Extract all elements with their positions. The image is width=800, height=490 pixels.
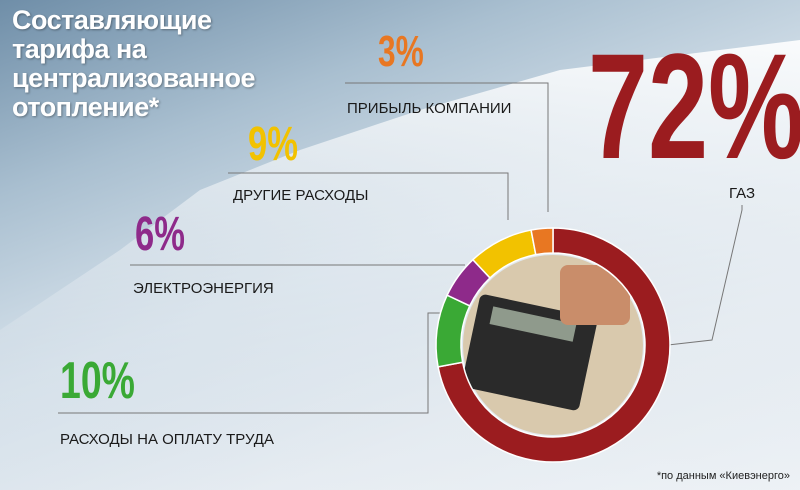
value-label: 3% xyxy=(378,27,424,76)
category-label: РАСХОДЫ НА ОПЛАТУ ТРУДА xyxy=(60,431,274,448)
photo xyxy=(462,255,643,435)
category-label: ГАЗ xyxy=(729,185,755,202)
category-label: ДРУГИЕ РАСХОДЫ xyxy=(233,187,368,204)
chart-title: Составляющие тарифа на централизованное … xyxy=(12,5,256,122)
value-label: 10% xyxy=(60,351,135,410)
value-label: 9% xyxy=(248,116,298,170)
category-label: ЭЛЕКТРОЭНЕРГИЯ xyxy=(133,280,274,297)
footnote: *по данным «Киевэнерго» xyxy=(656,470,790,482)
donut-slice xyxy=(437,227,671,463)
value-label: 72% xyxy=(588,23,800,191)
category-label: ПРИБЫЛЬ КОМПАНИИ xyxy=(347,100,511,117)
donut-slice xyxy=(530,227,554,256)
value-label: 6% xyxy=(135,206,185,260)
